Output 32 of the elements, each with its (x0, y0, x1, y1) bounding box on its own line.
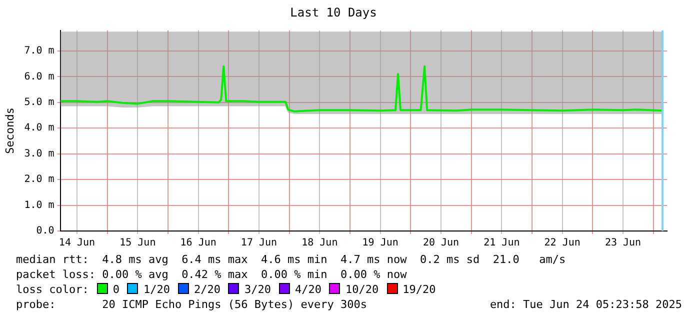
text: end: Tue Jun 24 05:23:58 2025 (490, 297, 682, 312)
y-tick-label: 4.0 m (24, 122, 54, 134)
legend-label: 19/20 (402, 283, 436, 296)
x-tick-label: 18 Jun (302, 238, 338, 249)
x-tick-label: 17 Jun (240, 238, 278, 249)
x-tick-label: 15 Jun (120, 238, 156, 249)
legend-label: 0 (112, 283, 120, 296)
x-tick-label: 22 Jun (544, 238, 580, 249)
x-tick-label: 14 Jun (58, 238, 96, 249)
x-tick-label: 21 Jun (484, 238, 520, 249)
y-tick-label: 7.0 m (24, 46, 54, 57)
legend-label: 3/20 (244, 283, 271, 296)
chart-title: Last 10 Days (290, 5, 377, 20)
y-tick-label: 2.0 m (24, 174, 54, 186)
x-tick-label: 23 Jun (604, 238, 642, 249)
y-tick-label: 5.0 m (24, 97, 54, 108)
text: median rtt: 4.8 ms avg 6.4 ms max 4.6 ms min 4.7 ms now 0.2 ms sd 21.0 am/s (16, 252, 567, 267)
y-tick-label: 0.0 (36, 226, 54, 237)
y-tick-label: 3.0 m (24, 148, 54, 160)
y-axis-title: Seconds (3, 108, 16, 154)
legend-label: 2/20 (194, 283, 220, 296)
y-tick-label: 6.0 m (24, 71, 54, 82)
y-tick-label: 1.0 m (24, 200, 54, 211)
x-tick-label: 20 Jun (422, 238, 460, 249)
x-tick-label: 16 Jun (180, 238, 216, 249)
legend-label: 4/20 (294, 283, 322, 296)
legend-title: loss color: (16, 283, 89, 296)
text: probe: 20 ICMP Echo Pings (56 Bytes) every 300s (16, 298, 367, 311)
x-tick-label: 19 Jun (362, 238, 398, 249)
legend-label: 1/20 (143, 283, 170, 296)
text: packet loss: 0.00 % avg 0.42 % max 0.00 % min 0.00 % now (16, 267, 408, 282)
legend-label: 10/20 (345, 283, 379, 296)
